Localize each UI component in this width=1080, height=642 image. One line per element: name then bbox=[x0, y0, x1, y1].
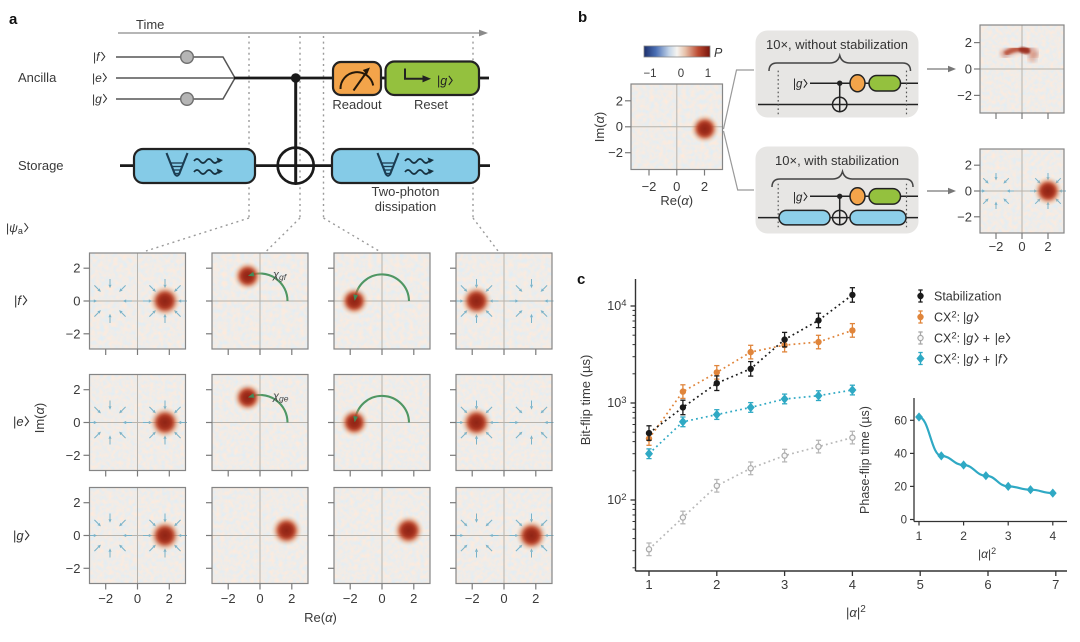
svg-text:Time: Time bbox=[136, 17, 164, 32]
svg-text:Re(α): Re(α) bbox=[304, 610, 337, 625]
svg-text:0: 0 bbox=[901, 515, 907, 527]
svg-text:|g: |g bbox=[793, 192, 803, 204]
svg-text:2: 2 bbox=[1044, 239, 1051, 254]
svg-text:Storage: Storage bbox=[18, 158, 64, 173]
svg-text:a: a bbox=[9, 11, 18, 28]
svg-text:0: 0 bbox=[673, 179, 680, 194]
svg-text:P: P bbox=[714, 46, 723, 60]
svg-text:60: 60 bbox=[894, 415, 907, 427]
svg-text:0: 0 bbox=[73, 415, 80, 430]
svg-text:1: 1 bbox=[645, 577, 652, 592]
svg-text:|g: |g bbox=[963, 311, 973, 325]
svg-text:10×, without stabilization: 10×, without stabilization bbox=[766, 37, 908, 52]
svg-text:2: 2 bbox=[73, 261, 80, 276]
svg-text:0: 0 bbox=[965, 184, 972, 199]
svg-text:−2: −2 bbox=[642, 179, 657, 194]
svg-text:20: 20 bbox=[894, 481, 907, 493]
svg-text:2: 2 bbox=[288, 591, 295, 606]
svg-text:−2: −2 bbox=[66, 326, 81, 341]
svg-text:Ancilla: Ancilla bbox=[18, 70, 57, 85]
svg-text:2: 2 bbox=[960, 529, 967, 543]
svg-text:Reset: Reset bbox=[414, 97, 448, 112]
svg-text:2: 2 bbox=[166, 591, 173, 606]
svg-text:−2: −2 bbox=[343, 591, 358, 606]
svg-text:2: 2 bbox=[965, 158, 972, 173]
svg-text:Phase-flip time (µs): Phase-flip time (µs) bbox=[858, 406, 872, 514]
svg-text:0: 0 bbox=[378, 591, 385, 606]
svg-text:−2: −2 bbox=[957, 88, 972, 103]
svg-text:−2: −2 bbox=[465, 591, 480, 606]
svg-text:0: 0 bbox=[678, 68, 684, 80]
svg-text:7: 7 bbox=[1052, 577, 1059, 592]
svg-text:Re(α): Re(α) bbox=[660, 193, 693, 208]
svg-text:|g: |g bbox=[13, 528, 24, 543]
svg-text:χge: χge bbox=[272, 391, 289, 404]
svg-text:−2: −2 bbox=[608, 145, 623, 160]
svg-text:c: c bbox=[577, 271, 585, 288]
svg-text:CX2:: CX2: bbox=[934, 331, 960, 346]
svg-text:−2: −2 bbox=[957, 209, 972, 224]
svg-text:40: 40 bbox=[894, 448, 907, 460]
svg-text:0: 0 bbox=[965, 62, 972, 77]
svg-text:3: 3 bbox=[781, 577, 788, 592]
svg-text:0: 0 bbox=[134, 591, 141, 606]
svg-text:CX2:: CX2: bbox=[934, 352, 960, 367]
svg-text:|e: |e bbox=[13, 414, 24, 429]
svg-text:2: 2 bbox=[713, 577, 720, 592]
svg-text:χgf: χgf bbox=[272, 269, 288, 282]
svg-text:|e: |e bbox=[92, 71, 102, 85]
svg-text:|g: |g bbox=[793, 79, 803, 91]
svg-text:−2: −2 bbox=[221, 591, 236, 606]
svg-text:2: 2 bbox=[701, 179, 708, 194]
svg-text:|g: |g bbox=[437, 74, 447, 88]
svg-text:Im(α): Im(α) bbox=[32, 403, 47, 434]
svg-text:3: 3 bbox=[1005, 529, 1012, 543]
svg-text:b: b bbox=[578, 9, 587, 26]
svg-text:CX2:: CX2: bbox=[934, 310, 960, 325]
svg-text:+: + bbox=[983, 332, 990, 346]
svg-text:2: 2 bbox=[410, 591, 417, 606]
svg-text:4: 4 bbox=[1049, 529, 1056, 543]
svg-text:0: 0 bbox=[256, 591, 263, 606]
svg-text:6: 6 bbox=[984, 577, 991, 592]
svg-text:|f: |f bbox=[995, 353, 1003, 367]
svg-text:−1: −1 bbox=[643, 68, 656, 80]
svg-text:Bit-flip time (µs): Bit-flip time (µs) bbox=[578, 355, 593, 446]
svg-text:10×, with stabilization: 10×, with stabilization bbox=[775, 153, 899, 168]
svg-text:2: 2 bbox=[965, 35, 972, 50]
svg-text:|e: |e bbox=[995, 332, 1005, 346]
svg-text:−2: −2 bbox=[989, 239, 1004, 254]
svg-text:0: 0 bbox=[616, 119, 623, 134]
svg-text:2: 2 bbox=[616, 93, 623, 108]
svg-text:1: 1 bbox=[916, 529, 923, 543]
svg-text:|f: |f bbox=[14, 293, 22, 308]
svg-text:|g: |g bbox=[92, 92, 102, 106]
svg-text:2: 2 bbox=[73, 495, 80, 510]
svg-text:2: 2 bbox=[73, 382, 80, 397]
svg-text:0: 0 bbox=[500, 591, 507, 606]
svg-text:0: 0 bbox=[73, 528, 80, 543]
svg-text:Readout: Readout bbox=[332, 97, 382, 112]
svg-text:+: + bbox=[983, 353, 990, 367]
svg-text:4: 4 bbox=[849, 577, 856, 592]
svg-text:1: 1 bbox=[705, 68, 711, 80]
svg-text:2: 2 bbox=[532, 591, 539, 606]
svg-text:0: 0 bbox=[73, 294, 80, 309]
svg-text:−2: −2 bbox=[98, 591, 113, 606]
svg-text:−2: −2 bbox=[66, 561, 81, 576]
svg-text:−2: −2 bbox=[66, 448, 81, 463]
svg-text:Two-photon: Two-photon bbox=[372, 184, 440, 199]
svg-text:5: 5 bbox=[917, 577, 924, 592]
svg-text:0: 0 bbox=[1018, 239, 1025, 254]
svg-text:Stabilization: Stabilization bbox=[934, 290, 1001, 304]
svg-text:|g: |g bbox=[963, 332, 973, 346]
svg-text:Im(α): Im(α) bbox=[592, 112, 607, 143]
svg-text:dissipation: dissipation bbox=[375, 199, 436, 214]
svg-text:|g: |g bbox=[963, 353, 973, 367]
svg-text:|f: |f bbox=[93, 50, 101, 64]
